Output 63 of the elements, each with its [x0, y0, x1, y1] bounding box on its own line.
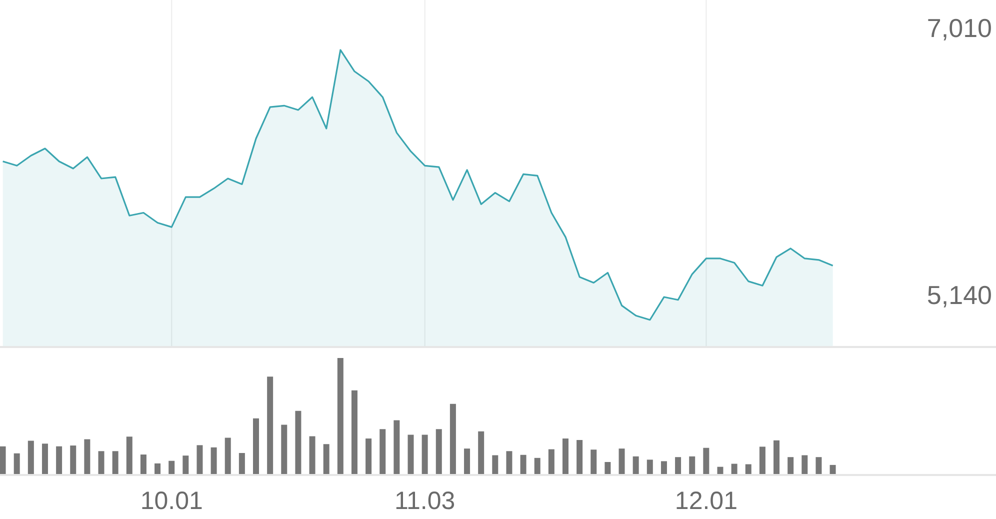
bar: [351, 390, 358, 475]
bar: [506, 451, 512, 475]
bar: [126, 436, 132, 475]
bar: [309, 436, 316, 475]
bar: [422, 434, 428, 475]
bar: [675, 457, 682, 475]
bar: [28, 440, 34, 475]
bar: [520, 454, 526, 475]
bar: [774, 440, 780, 475]
bar: [154, 463, 161, 475]
bar: [788, 457, 794, 475]
bar: [802, 455, 808, 475]
bar: [224, 438, 231, 475]
bar: [112, 451, 118, 475]
y-tick-label: 7,010: [926, 12, 992, 43]
bar: [281, 424, 288, 475]
bar: [548, 449, 554, 475]
bar: [182, 456, 189, 475]
bar: [562, 438, 568, 475]
bar: [816, 457, 822, 475]
bar: [632, 456, 639, 475]
bar: [618, 448, 625, 475]
bar: [14, 453, 20, 475]
bar: [168, 460, 175, 475]
bar: [196, 445, 203, 475]
bar: [84, 439, 90, 475]
x-tick-label: 10.01: [140, 486, 203, 515]
bar: [478, 431, 484, 475]
bar: [210, 447, 217, 475]
bar: [604, 462, 611, 475]
bar: [590, 450, 597, 475]
bar: [56, 446, 62, 475]
bar: [380, 429, 386, 475]
x-tick-label: 11.03: [394, 486, 456, 515]
bar: [70, 446, 76, 475]
bar: [464, 448, 470, 475]
y-tick-label: 5,140: [926, 280, 992, 310]
bar: [576, 440, 583, 475]
bar: [253, 418, 259, 475]
bar: [267, 376, 274, 475]
bar: [140, 454, 146, 475]
bar: [366, 438, 372, 475]
bar: [238, 453, 245, 475]
bar: [745, 464, 752, 475]
bar: [0, 446, 6, 475]
bar: [408, 434, 414, 475]
bar: [830, 464, 836, 475]
bar: [689, 456, 696, 475]
bar: [436, 429, 442, 475]
bar: [337, 358, 344, 475]
bar: [98, 451, 104, 475]
bar: [534, 458, 540, 475]
bar: [492, 455, 498, 475]
bar: [42, 444, 48, 475]
bar: [323, 444, 330, 475]
bar: [394, 420, 400, 475]
bar: [450, 404, 456, 475]
x-tick-label: 12.01: [674, 486, 738, 515]
bar: [703, 448, 710, 475]
bar: [660, 461, 667, 475]
bar: [759, 446, 766, 475]
bar: [646, 460, 653, 475]
bar: [295, 410, 302, 475]
